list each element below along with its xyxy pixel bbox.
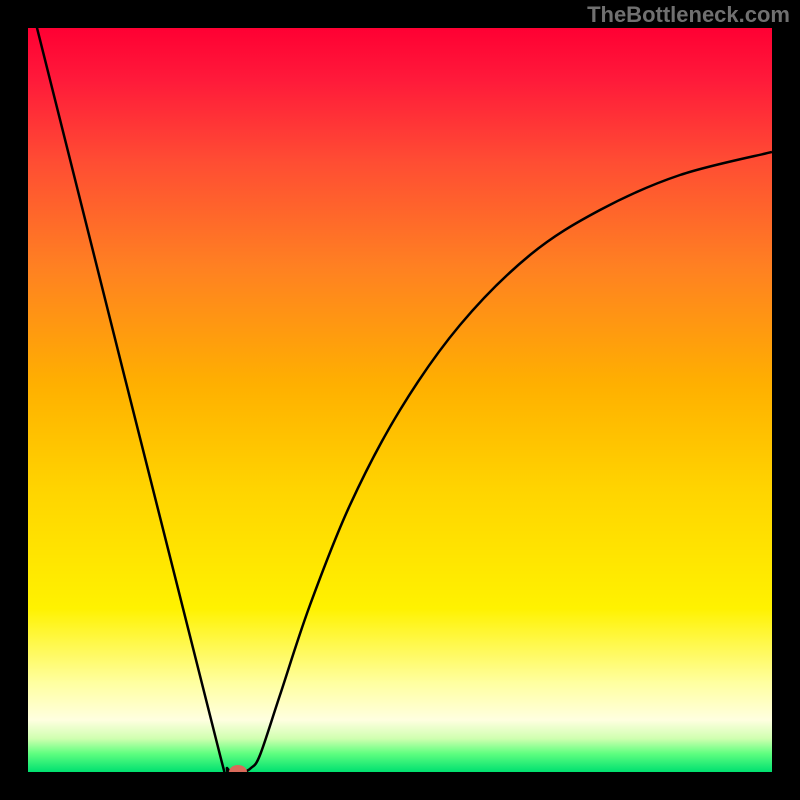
chart-border — [0, 0, 28, 800]
bottleneck-chart: TheBottleneck.com — [0, 0, 800, 800]
chart-border — [0, 772, 800, 800]
gradient-background — [28, 28, 772, 772]
chart-border — [772, 0, 800, 800]
watermark-text: TheBottleneck.com — [587, 2, 790, 27]
chart-svg: TheBottleneck.com — [0, 0, 800, 800]
